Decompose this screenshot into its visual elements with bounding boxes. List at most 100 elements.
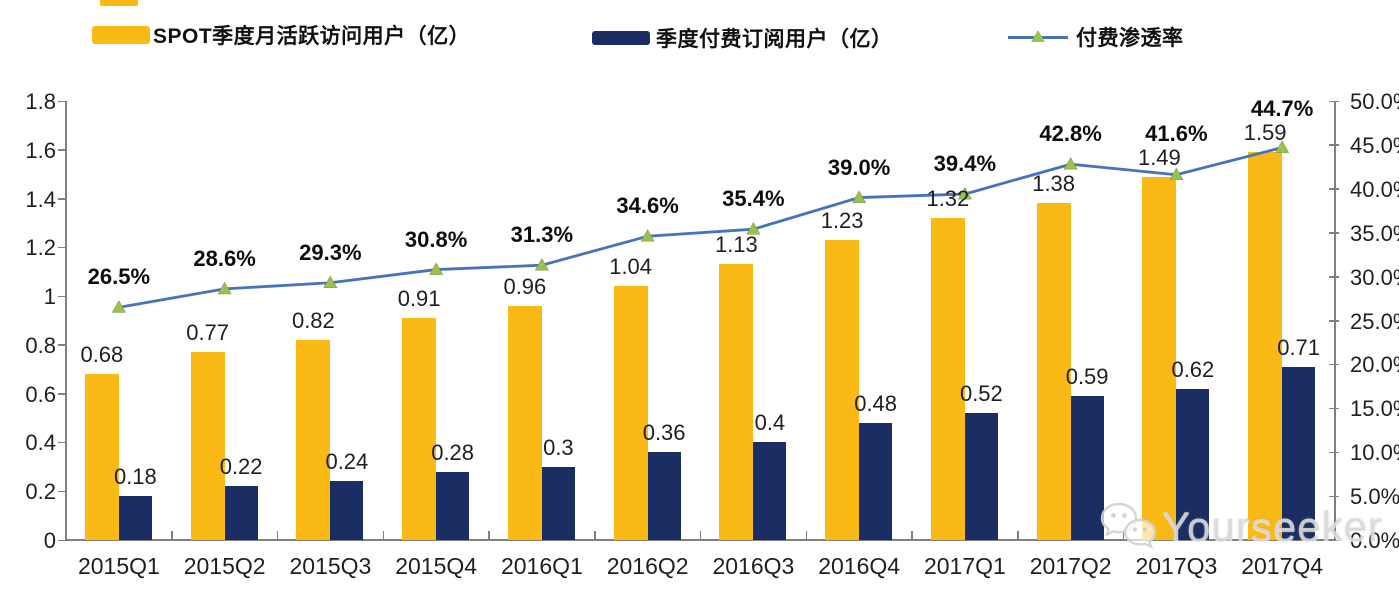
bar-mau [84,374,119,540]
x-axis-tick [65,531,67,540]
y-right-tick-label: 50.0% [1350,89,1399,114]
bar-subs-label: 0.59 [1065,364,1109,390]
clipped-yellow-fragment [100,0,138,6]
y-left-tick-label: 1 [43,284,56,310]
penetration-rate-label: 34.6% [616,193,679,219]
y-axis-right-tick [1329,407,1339,410]
bar-mau-label: 1.04 [609,254,653,280]
y-axis-right-tick [1329,276,1339,278]
penetration-rate-label: 35.4% [722,186,785,212]
bar-subs [330,481,364,540]
y-right-tick-label: 35.0% [1350,220,1399,246]
penetration-rate-label: 39.4% [933,151,997,177]
legend-label-mau: SPOT季度月活跃访问用户（亿） [153,25,471,48]
y-left-tick-label: 0.2 [25,479,56,505]
penetration-rate-label: 28.6% [193,245,256,271]
x-axis-tick [276,531,279,540]
bar-subs [541,466,575,540]
legend-item-penetration: 付费渗透率 [1008,22,1184,52]
y-axis-right-tick [1329,495,1339,498]
bar-mau-label: 0.68 [80,342,124,368]
penetration-rate-label: 26.5% [87,264,151,290]
legend-swatch-mau-bar [92,26,150,44]
bar-subs-label: 0.62 [1171,356,1215,382]
bar-subs-label: 0.48 [854,390,898,416]
x-tick-label: 2017Q2 [1029,553,1112,579]
bar-mau-label: 1.49 [1137,144,1181,170]
x-axis-tick [911,531,913,540]
y-axis-left-tick [58,393,66,395]
y-axis-left-tick [58,149,66,151]
penetration-rate-label: 42.8% [1039,121,1102,147]
bar-subs [118,496,152,540]
penetration-rate-label: 41.6% [1145,120,1208,146]
bar-mau [613,286,648,540]
x-tick-label: 2016Q4 [818,553,901,579]
y-left-tick-label: 0.6 [25,381,56,407]
x-tick-label: 2017Q4 [1241,553,1324,579]
x-tick-label: 2015Q3 [289,553,372,579]
y-right-tick-label: 5.0% [1350,484,1399,510]
x-axis-tick [488,531,490,540]
x-tick-label: 2016Q2 [606,553,689,579]
y-left-tick-label: 1.2 [25,235,56,261]
bar-subs [436,471,470,540]
x-tick-label: 2015Q2 [183,553,266,579]
y-right-tick-label: 45.0% [1350,132,1399,158]
x-tick-label: 2015Q1 [77,553,160,579]
x-tick-label: 2017Q1 [923,553,1006,579]
bar-subs-label: 0.24 [325,449,369,475]
y-axis-left-tick [58,441,66,444]
legend-label-penetration: 付费渗透率 [1076,27,1184,50]
x-axis-line [65,539,1336,541]
wechat-icon [1100,502,1157,550]
y-right-tick-label: 0.0% [1350,528,1399,553]
bar-subs [964,413,998,540]
bar-mau-label: 0.77 [186,320,230,346]
bar-subs [647,452,681,540]
bar-subs [224,486,258,540]
watermark-text: Yourseeker [1162,503,1383,550]
y-axis-left-tick [58,246,66,249]
y-right-tick-label: 30.0% [1350,264,1399,290]
bar-mau [507,305,542,540]
y-axis-left-tick [58,100,66,102]
x-tick-label: 2016Q1 [500,553,583,579]
bar-subs [1070,396,1104,540]
x-axis-tick [1122,531,1125,540]
bar-subs-label: 0.18 [113,464,157,490]
x-axis-tick [171,531,173,540]
y-axis-right-tick [1329,144,1339,146]
y-axis-right-tick [1329,232,1339,234]
bar-mau-label: 0.96 [503,273,547,299]
bar-mau-label: 1.59 [1243,120,1287,146]
y-right-tick-label: 25.0% [1350,308,1399,334]
bar-mau-label: 1.32 [926,186,970,212]
x-tick-label: 2015Q4 [395,553,478,579]
bar-subs-label: 0.28 [431,439,475,465]
penetration-rate-label: 31.3% [510,222,574,248]
y-axis-right-tick [1329,451,1339,454]
bar-mau-label: 0.91 [397,286,441,312]
bar-mau [402,318,437,540]
bar-mau [930,218,965,540]
y-axis-right-tick [1329,363,1339,366]
penetration-rate-label: 30.8% [404,226,468,252]
legend-label-subs: 季度付费订阅用户（亿） [656,28,893,51]
bar-subs-label: 0.52 [959,381,1003,407]
y-axis-left-tick [58,344,66,346]
bar-subs-label: 0.3 [543,434,574,460]
y-right-tick-label: 15.0% [1350,396,1399,422]
legend-item-subs: 季度付费订阅用户（亿） [592,23,893,53]
bar-mau-label: 1.23 [820,208,864,234]
bar-subs-label: 0.71 [1277,334,1321,360]
x-tick-label: 2016Q3 [712,553,795,579]
triangle-marker-icon [1031,30,1045,42]
y-axis-left-tick [58,198,66,200]
y-right-tick-label: 10.0% [1350,440,1399,466]
y-left-tick-label: 1.6 [25,137,56,163]
x-axis-tick [1228,531,1230,540]
bar-subs [1282,366,1316,540]
legend-item-mau: SPOT季度月活跃访问用户（亿） [92,20,470,50]
